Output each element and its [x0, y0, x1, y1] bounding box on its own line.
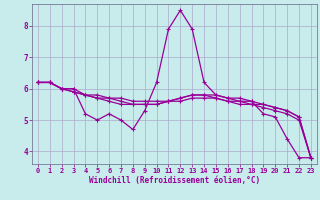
X-axis label: Windchill (Refroidissement éolien,°C): Windchill (Refroidissement éolien,°C): [89, 176, 260, 185]
